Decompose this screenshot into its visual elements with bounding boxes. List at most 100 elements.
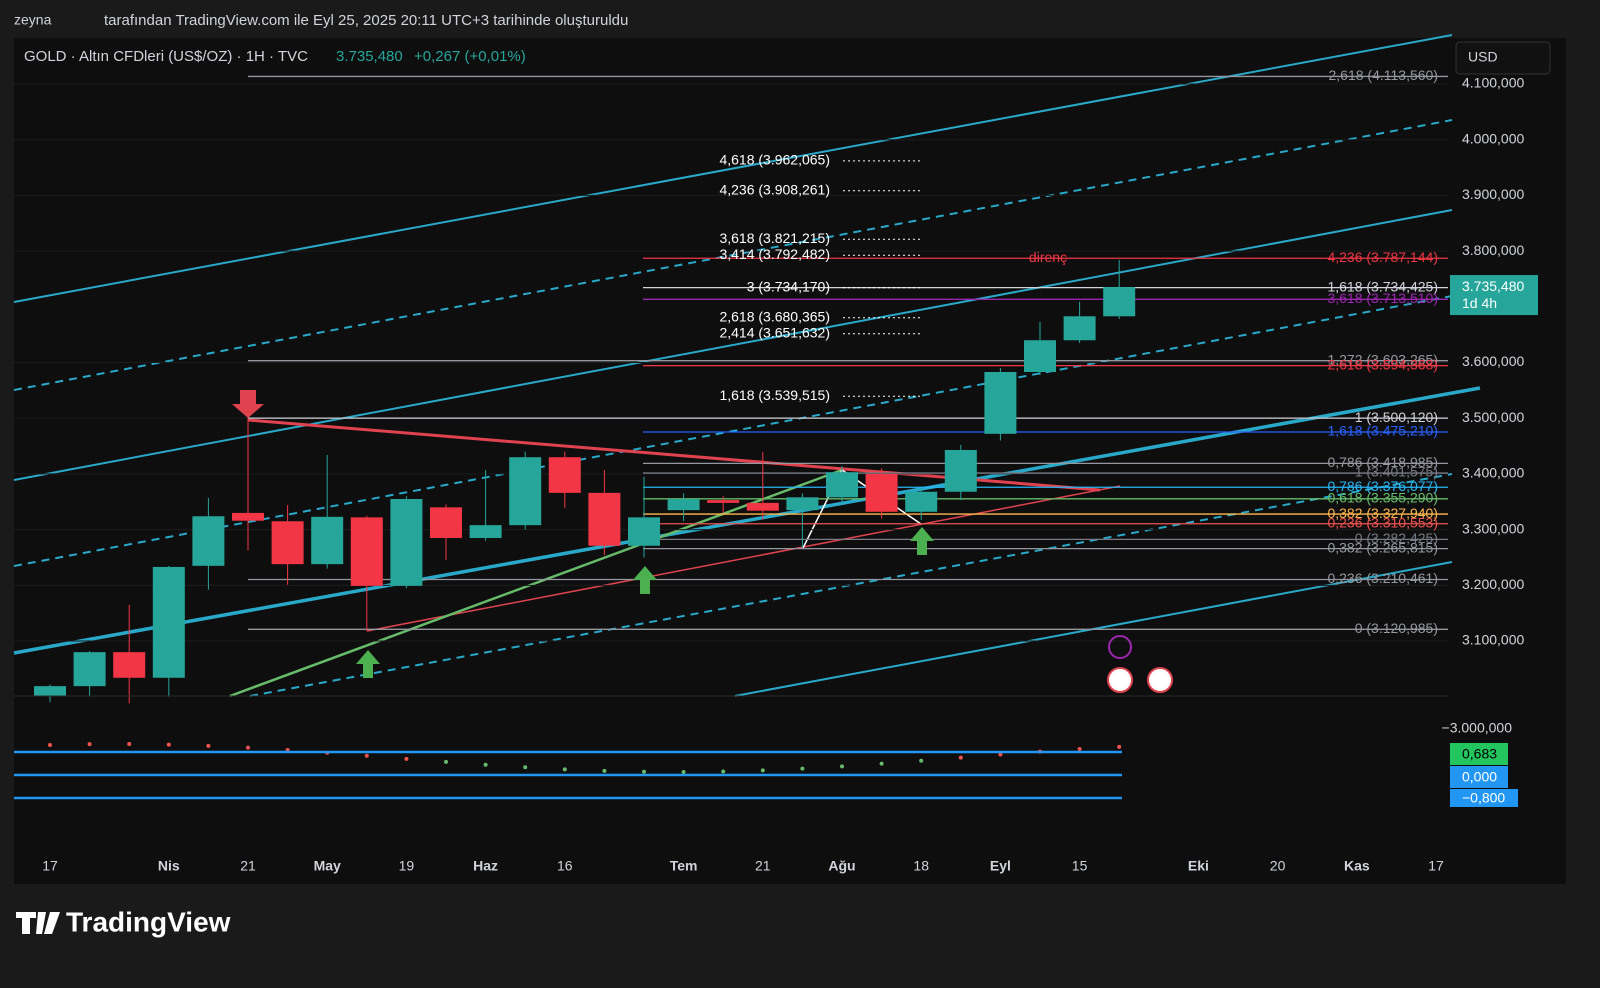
y-tick-label: 3.300,000 [1462, 520, 1524, 536]
level-label: 1,272 (3.603,265) [1327, 351, 1438, 367]
currency-button[interactable] [1455, 41, 1551, 75]
event-icon[interactable] [1108, 635, 1132, 659]
ext-level-label: 4,618 (3.962,065) [719, 152, 830, 168]
level-label: 0,382 (3.265,815) [1327, 539, 1438, 555]
ext-level-label: 2,414 (3.651,632) [719, 324, 830, 340]
candle-body [271, 521, 304, 565]
osc-dot [166, 742, 171, 747]
up-arrow [910, 527, 934, 555]
y-tick-label: 3.400,000 [1462, 465, 1524, 481]
candle-body [311, 516, 344, 565]
ext-level-label: 2,618 (3.680,365) [719, 308, 830, 324]
osc-dot [642, 769, 646, 774]
x-tick-label: 18 [913, 858, 929, 874]
oscillator-lines [14, 750, 1122, 800]
osc-label: 0,000 [1462, 769, 1497, 785]
currency: USD [1468, 49, 1498, 65]
price-badge-label: 3.735,480 [1462, 278, 1524, 294]
osc-dot [364, 753, 369, 758]
level-label: 3,618 (3.713,510) [1327, 290, 1438, 306]
level-label: 1 (3.500,120) [1355, 409, 1438, 425]
y-tick-label: 3.500,000 [1462, 409, 1524, 425]
candle-body [1063, 316, 1096, 341]
osc-dot [87, 742, 92, 747]
level-label: 1,618 (3.734,425) [1327, 278, 1438, 294]
osc-label: 0,683 [1462, 746, 1497, 762]
osc-dot [127, 742, 132, 747]
event-icon[interactable] [1147, 667, 1173, 693]
candle-body [509, 457, 542, 526]
ext-level-label: 3 (3.734,170) [747, 278, 830, 294]
trend-line [229, 468, 843, 698]
x-tick-label: Eyl [990, 858, 1011, 874]
osc-dot [1077, 747, 1082, 752]
level-label: 0,786 (3.418,985) [1327, 454, 1438, 470]
osc-dot [206, 743, 211, 748]
osc-dot [1117, 744, 1122, 749]
level-label: 0,236 (3.210,461) [1327, 570, 1438, 586]
level-label: 0,382 (3.327,940) [1327, 505, 1438, 521]
candle-body [984, 371, 1017, 434]
osc-badge [1450, 743, 1508, 765]
candle-body [944, 449, 977, 492]
osc-label: −0,800 [1462, 790, 1505, 806]
x-tick-label: 15 [1072, 858, 1088, 874]
event-icon[interactable] [1107, 667, 1133, 693]
down-arrow [232, 390, 264, 418]
x-tick-label: 17 [42, 858, 58, 874]
channel-line [13, 34, 1453, 303]
level-label: 0,618 (3.355,290) [1327, 490, 1438, 506]
candle-body [113, 652, 146, 678]
level-label: 0 (3.282,425) [1355, 530, 1438, 546]
osc-dot [879, 761, 884, 766]
channel-line [249, 473, 1453, 697]
chart-area [14, 38, 1566, 884]
osc-badge [1450, 766, 1508, 788]
x-tick-label: Eki [1188, 858, 1209, 874]
plot: 4.100,000 4.000,000 3.900,000 3.800,000 3.60… [14, 67, 1524, 874]
osc-dot [523, 765, 528, 770]
logo: TradingView [66, 906, 231, 937]
osc-dot [404, 756, 409, 761]
ext-level-label: 1,618 (3.539,515) [719, 387, 830, 403]
y-tick-label: 3.100,000 [1462, 632, 1524, 648]
osc-dot [483, 762, 488, 767]
candle-body [192, 516, 225, 566]
level-label: 1 (3.401,575) [1355, 464, 1438, 480]
x-tick-label: 16 [557, 858, 573, 874]
osc-dot [681, 769, 686, 774]
y-tick-label: 4.000,000 [1462, 130, 1524, 146]
x-tick-label: Nis [158, 858, 180, 874]
candle-body [667, 498, 700, 511]
candle-body [548, 457, 581, 493]
x-tick-label: Kas [1344, 858, 1370, 874]
candle-body [628, 517, 660, 546]
candle-body [786, 497, 819, 511]
x-tick-label: Ağu [828, 858, 855, 874]
x-tick-label: May [314, 858, 341, 874]
x-tick-label: Haz [473, 858, 498, 874]
y-tick-label: 3.200,000 [1462, 576, 1524, 592]
candle-body [152, 566, 185, 678]
osc-dot [721, 769, 726, 774]
y-tick-label: 4.100,000 [1462, 75, 1524, 91]
logo-icon [16, 912, 60, 934]
candle-body [350, 517, 383, 586]
ext-level-label: 3,618 (3.821,215) [719, 230, 830, 246]
candle-body [430, 507, 462, 538]
osc-dot [246, 745, 250, 750]
channel-line [13, 209, 1453, 481]
candle-body [1024, 340, 1056, 372]
price-badge [1450, 275, 1538, 316]
trend-line [366, 485, 1121, 632]
x-tick-label: 20 [1270, 858, 1286, 874]
osc-dot [444, 759, 448, 764]
osc-axis-label: −3.000,000 [1442, 720, 1513, 736]
osc-dot [998, 752, 1003, 757]
up-arrow [633, 566, 657, 594]
osc-dot [840, 764, 844, 769]
level-label: 2,618 (3.594,368) [1327, 356, 1438, 372]
y-tick-label: 3.600,000 [1462, 353, 1524, 369]
osc-dot [48, 742, 52, 747]
